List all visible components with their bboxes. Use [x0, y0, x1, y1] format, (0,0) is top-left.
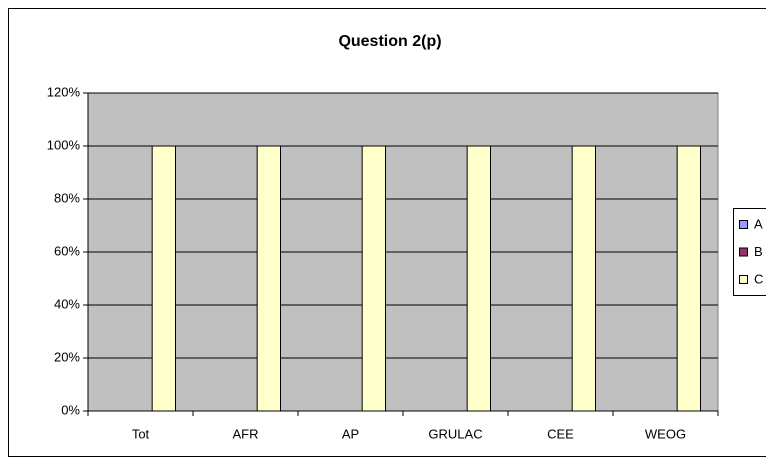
x-tick-label: AP: [342, 426, 359, 441]
legend-box: [733, 208, 766, 296]
legend-label: A: [754, 216, 763, 231]
bar: [676, 145, 702, 412]
x-tick-label: CEE: [547, 426, 574, 441]
x-tick-label: WEOG: [645, 426, 686, 441]
legend-swatch: [739, 275, 748, 284]
chart-title: Question 2(p): [338, 33, 441, 50]
legend-swatch: [739, 247, 748, 257]
y-tick-label: 120%: [47, 84, 81, 99]
y-tick-label: 60%: [54, 243, 80, 258]
x-tick-label: Tot: [132, 426, 150, 441]
x-tick-label: AFR: [233, 426, 259, 441]
y-tick-label: 20%: [54, 349, 80, 364]
legend-label: B: [754, 244, 763, 259]
x-tick-label: GRULAC: [428, 426, 482, 441]
bar: [571, 145, 597, 412]
y-tick-label: 80%: [54, 190, 80, 205]
y-tick-label: 40%: [54, 296, 80, 311]
bar: [151, 145, 177, 412]
bar: [466, 145, 491, 412]
legend-label: C: [754, 271, 763, 286]
y-tick-label: 100%: [47, 137, 81, 152]
bar: [361, 145, 386, 412]
legend-swatch: [739, 220, 748, 229]
bar: [256, 145, 281, 412]
y-tick-label: 0%: [61, 402, 80, 417]
